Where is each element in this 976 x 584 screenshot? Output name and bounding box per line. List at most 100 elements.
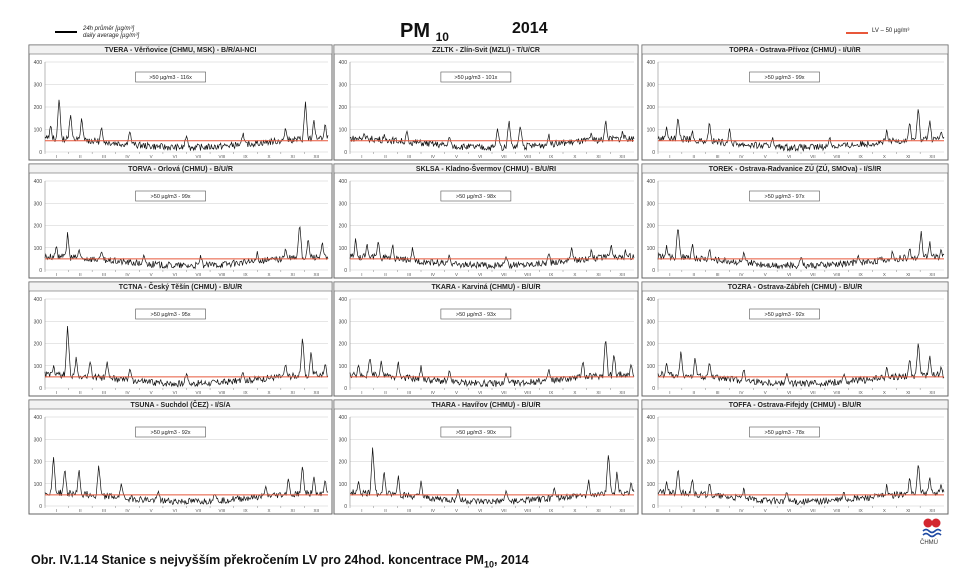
y-tick-label: 300 [34, 201, 43, 207]
x-tick-label: VII [196, 154, 202, 159]
panel-title-bar [28, 163, 333, 174]
panel-title-bar [641, 44, 949, 55]
legend-label-en: daily average [µg/m³] [83, 33, 140, 39]
y-tick-label: 300 [34, 437, 43, 443]
y-tick-label: 0 [652, 150, 655, 156]
y-tick-label: 400 [647, 415, 656, 421]
y-tick-label: 400 [339, 60, 348, 66]
x-tick-label: IX [243, 272, 247, 277]
exceedance-box [440, 426, 512, 438]
x-tick-label: X [883, 272, 886, 277]
y-tick-label: 100 [647, 128, 656, 134]
panel-title: THARA - Havířov (CHMU) - B/U/R [431, 402, 540, 409]
x-tick-label: VI [173, 390, 177, 395]
exceedance-box [135, 71, 206, 83]
panel-title-bar [28, 399, 333, 410]
x-tick-label: V [455, 272, 458, 277]
y-tick-label: 0 [344, 386, 347, 392]
x-tick-label: II [79, 508, 82, 513]
x-tick-label: III [102, 508, 106, 513]
x-tick-label: X [573, 508, 576, 513]
panel-title: TOZRA - Ostrava-Zábřeh (CHMU) - B/U/R [728, 284, 863, 291]
x-tick-label: VIII [524, 154, 531, 159]
title-pm: PM [400, 20, 430, 42]
x-tick-label: IV [431, 272, 435, 277]
x-tick-label: III [407, 154, 411, 159]
x-tick-label: XII [929, 154, 935, 159]
station-panel: TCTNA - Český Těšín (CHMU) - B/U/R 0 100 20… [28, 281, 333, 397]
x-tick-label: IX [858, 154, 862, 159]
y-tick-label: 100 [34, 246, 43, 252]
x-tick-label: IV [125, 272, 129, 277]
y-tick-label: 200 [34, 105, 43, 111]
y-tick-label: 200 [34, 342, 43, 348]
x-tick-label: VI [787, 154, 791, 159]
station-panel: TVERA - Věrňovice (CHMU, MSK) - B/R/AI-N… [28, 44, 333, 161]
x-tick-label: V [764, 508, 767, 513]
y-tick-label: 200 [339, 105, 348, 111]
x-tick-label: I [56, 390, 57, 395]
exceedance-label: >50 µg/m3 - 78x [765, 430, 805, 436]
title-sub: 10 [435, 30, 449, 44]
y-tick-label: 400 [34, 415, 43, 421]
y-tick-label: 400 [34, 297, 43, 303]
pm10-series-line [44, 325, 329, 388]
y-tick-label: 300 [647, 437, 656, 443]
x-tick-label: XII [929, 272, 935, 277]
y-tick-label: 200 [34, 224, 43, 230]
y-tick-label: 100 [34, 364, 43, 370]
y-tick-label: 100 [647, 364, 656, 370]
x-tick-label: XII [313, 154, 319, 159]
station-panel: TOPRA - Ostrava-Přívoz (CHMU) - I/U/IR 0 1… [641, 44, 949, 161]
x-tick-label: X [573, 154, 576, 159]
panel-title-bar [333, 399, 639, 410]
y-tick-label: 0 [39, 504, 42, 510]
legend-label-cz: 24h průměr [µg/m³] [83, 26, 135, 32]
x-tick-label: V [764, 272, 767, 277]
panel-title-bar [333, 163, 639, 174]
x-tick-label: V [455, 154, 458, 159]
x-tick-label: IV [431, 508, 435, 513]
y-tick-label: 200 [34, 460, 43, 466]
panel-title: ZZLTK - Zlín-Svit (MZLI) - T/U/CR [432, 47, 540, 54]
panel-title: TVERA - Věrňovice (CHMU, MSK) - B/R/AI-N… [105, 47, 257, 54]
x-tick-label: VI [173, 508, 177, 513]
x-tick-label: III [102, 390, 106, 395]
x-tick-label: V [764, 390, 767, 395]
y-tick-label: 300 [34, 83, 43, 89]
x-tick-label: VII [196, 272, 202, 277]
x-tick-label: I [56, 154, 57, 159]
x-tick-label: II [384, 154, 387, 159]
x-tick-label: II [692, 154, 695, 159]
x-tick-label: VIII [833, 508, 840, 513]
x-tick-label: VII [196, 390, 202, 395]
x-tick-label: II [79, 272, 82, 277]
exceedance-label: >50 µg/m3 - 99x [765, 75, 805, 81]
exceedance-label: >50 µg/m3 - 93x [456, 312, 496, 318]
station-panel: TOZRA - Ostrava-Zábřeh (CHMU) - B/U/R 0 10… [641, 281, 949, 397]
x-tick-label: V [455, 390, 458, 395]
x-tick-label: VIII [524, 390, 531, 395]
x-tick-label: XI [596, 272, 600, 277]
chmu-logo-icon [922, 518, 942, 538]
exceedance-label: >50 µg/m3 - 98x [456, 194, 496, 200]
x-tick-label: VI [478, 390, 482, 395]
exceedance-box [135, 426, 206, 438]
pm10-series-line [349, 238, 635, 270]
x-tick-label: VIII [524, 508, 531, 513]
x-tick-label: VIII [524, 272, 531, 277]
x-tick-label: X [268, 390, 271, 395]
chart-header: 24h průměr [µg/m³] daily average [µg/m³]… [0, 0, 976, 44]
y-tick-label: 200 [647, 105, 656, 111]
x-tick-label: XI [906, 154, 910, 159]
panel-title-bar [641, 163, 949, 174]
x-tick-label: IV [739, 272, 743, 277]
x-tick-label: VI [787, 272, 791, 277]
x-tick-label: VI [173, 272, 177, 277]
exceedance-label: >50 µg/m3 - 97x [765, 194, 805, 200]
x-tick-label: IV [125, 390, 129, 395]
x-tick-label: X [573, 390, 576, 395]
x-tick-label: XII [619, 508, 625, 513]
y-tick-label: 300 [647, 319, 656, 325]
